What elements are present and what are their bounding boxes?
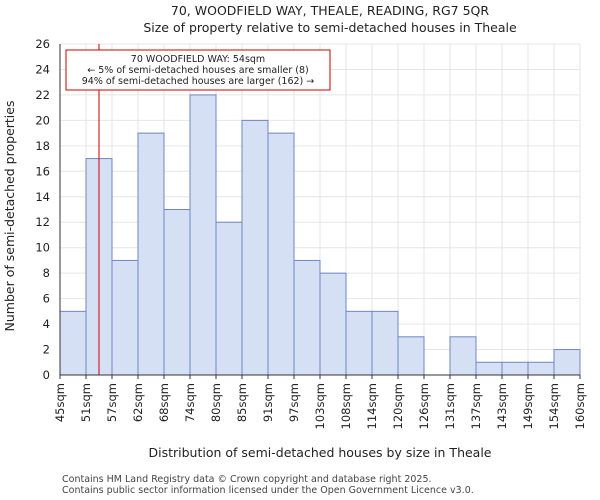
bar — [553, 349, 581, 376]
bar — [59, 310, 87, 376]
bar — [475, 361, 503, 376]
x-tick-label: 57sqm — [105, 383, 119, 422]
axes — [59, 44, 581, 379]
y-tick-label: 6 — [43, 292, 50, 306]
x-tick-label: 160sqm — [573, 383, 587, 429]
bar — [267, 132, 295, 376]
annotation-box: 70 WOODFIELD WAY: 54sqm ← 5% of semi-det… — [65, 49, 331, 91]
y-tick-label: 0 — [43, 368, 50, 382]
y-tick-label: 16 — [35, 164, 50, 178]
x-tick-label: 85sqm — [235, 383, 249, 422]
x-tick-label: 108sqm — [339, 383, 353, 429]
bar — [527, 361, 555, 376]
y-tick-label: 20 — [35, 113, 50, 127]
chart-subtitle: Size of property relative to semi-detach… — [143, 20, 517, 35]
annotation-border — [65, 49, 331, 91]
x-tick-label: 114sqm — [365, 383, 379, 429]
footer-line-2: Contains public sector information licen… — [62, 485, 474, 496]
x-tick-label: 51sqm — [79, 383, 93, 422]
x-tick-label: 103sqm — [313, 383, 327, 429]
x-tick-label: 45sqm — [53, 383, 67, 422]
y-tick-label: 18 — [35, 139, 50, 153]
y-tick-label: 12 — [35, 215, 50, 229]
x-tick-label: 143sqm — [495, 383, 509, 429]
bar — [371, 310, 399, 376]
y-tick-label: 10 — [35, 241, 50, 255]
x-axis-label: Distribution of semi-detached houses by … — [149, 445, 492, 460]
bar — [137, 132, 165, 376]
y-axis-label: Number of semi-detached properties — [2, 101, 17, 332]
x-tick-label: 137sqm — [469, 383, 483, 429]
bar — [215, 221, 243, 376]
bar — [501, 361, 529, 376]
x-tick-labels: 45sqm 51sqm 57sqm 62sqm 68sqm 74sqm 80sqm 85sqm… — [53, 383, 587, 429]
y-tick-label: 24 — [35, 62, 50, 76]
x-tick-label: 154sqm — [547, 383, 561, 429]
bar — [397, 336, 425, 376]
bar — [189, 94, 217, 376]
annotation-line-1: 70 WOODFIELD WAY: 54sqm — [131, 54, 265, 65]
x-tick-label: 131sqm — [443, 383, 457, 429]
y-tick-label: 4 — [43, 317, 50, 331]
x-tick-label: 68sqm — [157, 383, 171, 422]
annotation-line-2: ← 5% of semi-detached houses are smaller… — [87, 65, 308, 76]
chart-title: 70, WOODFIELD WAY, THEALE, READING, RG7 … — [171, 3, 490, 18]
x-tick-label: 74sqm — [183, 383, 197, 422]
x-tick-label: 97sqm — [287, 383, 301, 422]
x-tick-label: 120sqm — [391, 383, 405, 429]
footer-line-1: Contains HM Land Registry data © Crown c… — [62, 474, 432, 485]
y-tick-label: 14 — [35, 190, 50, 204]
x-tick-label: 80sqm — [209, 383, 223, 422]
x-tick-label: 126sqm — [417, 383, 431, 429]
bar — [319, 272, 347, 376]
annotation-line-3: 94% of semi-detached houses are larger (… — [82, 76, 315, 87]
x-tick-label: 91sqm — [261, 383, 275, 422]
y-tick-label: 26 — [35, 37, 50, 51]
bar — [449, 336, 477, 376]
y-tick-label: 22 — [35, 88, 50, 102]
x-tick-label: 62sqm — [131, 383, 145, 422]
bar — [345, 310, 373, 376]
bar — [241, 119, 269, 376]
bar — [163, 209, 191, 376]
bar — [293, 259, 321, 376]
y-tick-label: 8 — [43, 266, 50, 280]
bar — [111, 259, 139, 376]
x-tick-label: 149sqm — [521, 383, 535, 429]
y-tick-label: 2 — [43, 343, 50, 357]
